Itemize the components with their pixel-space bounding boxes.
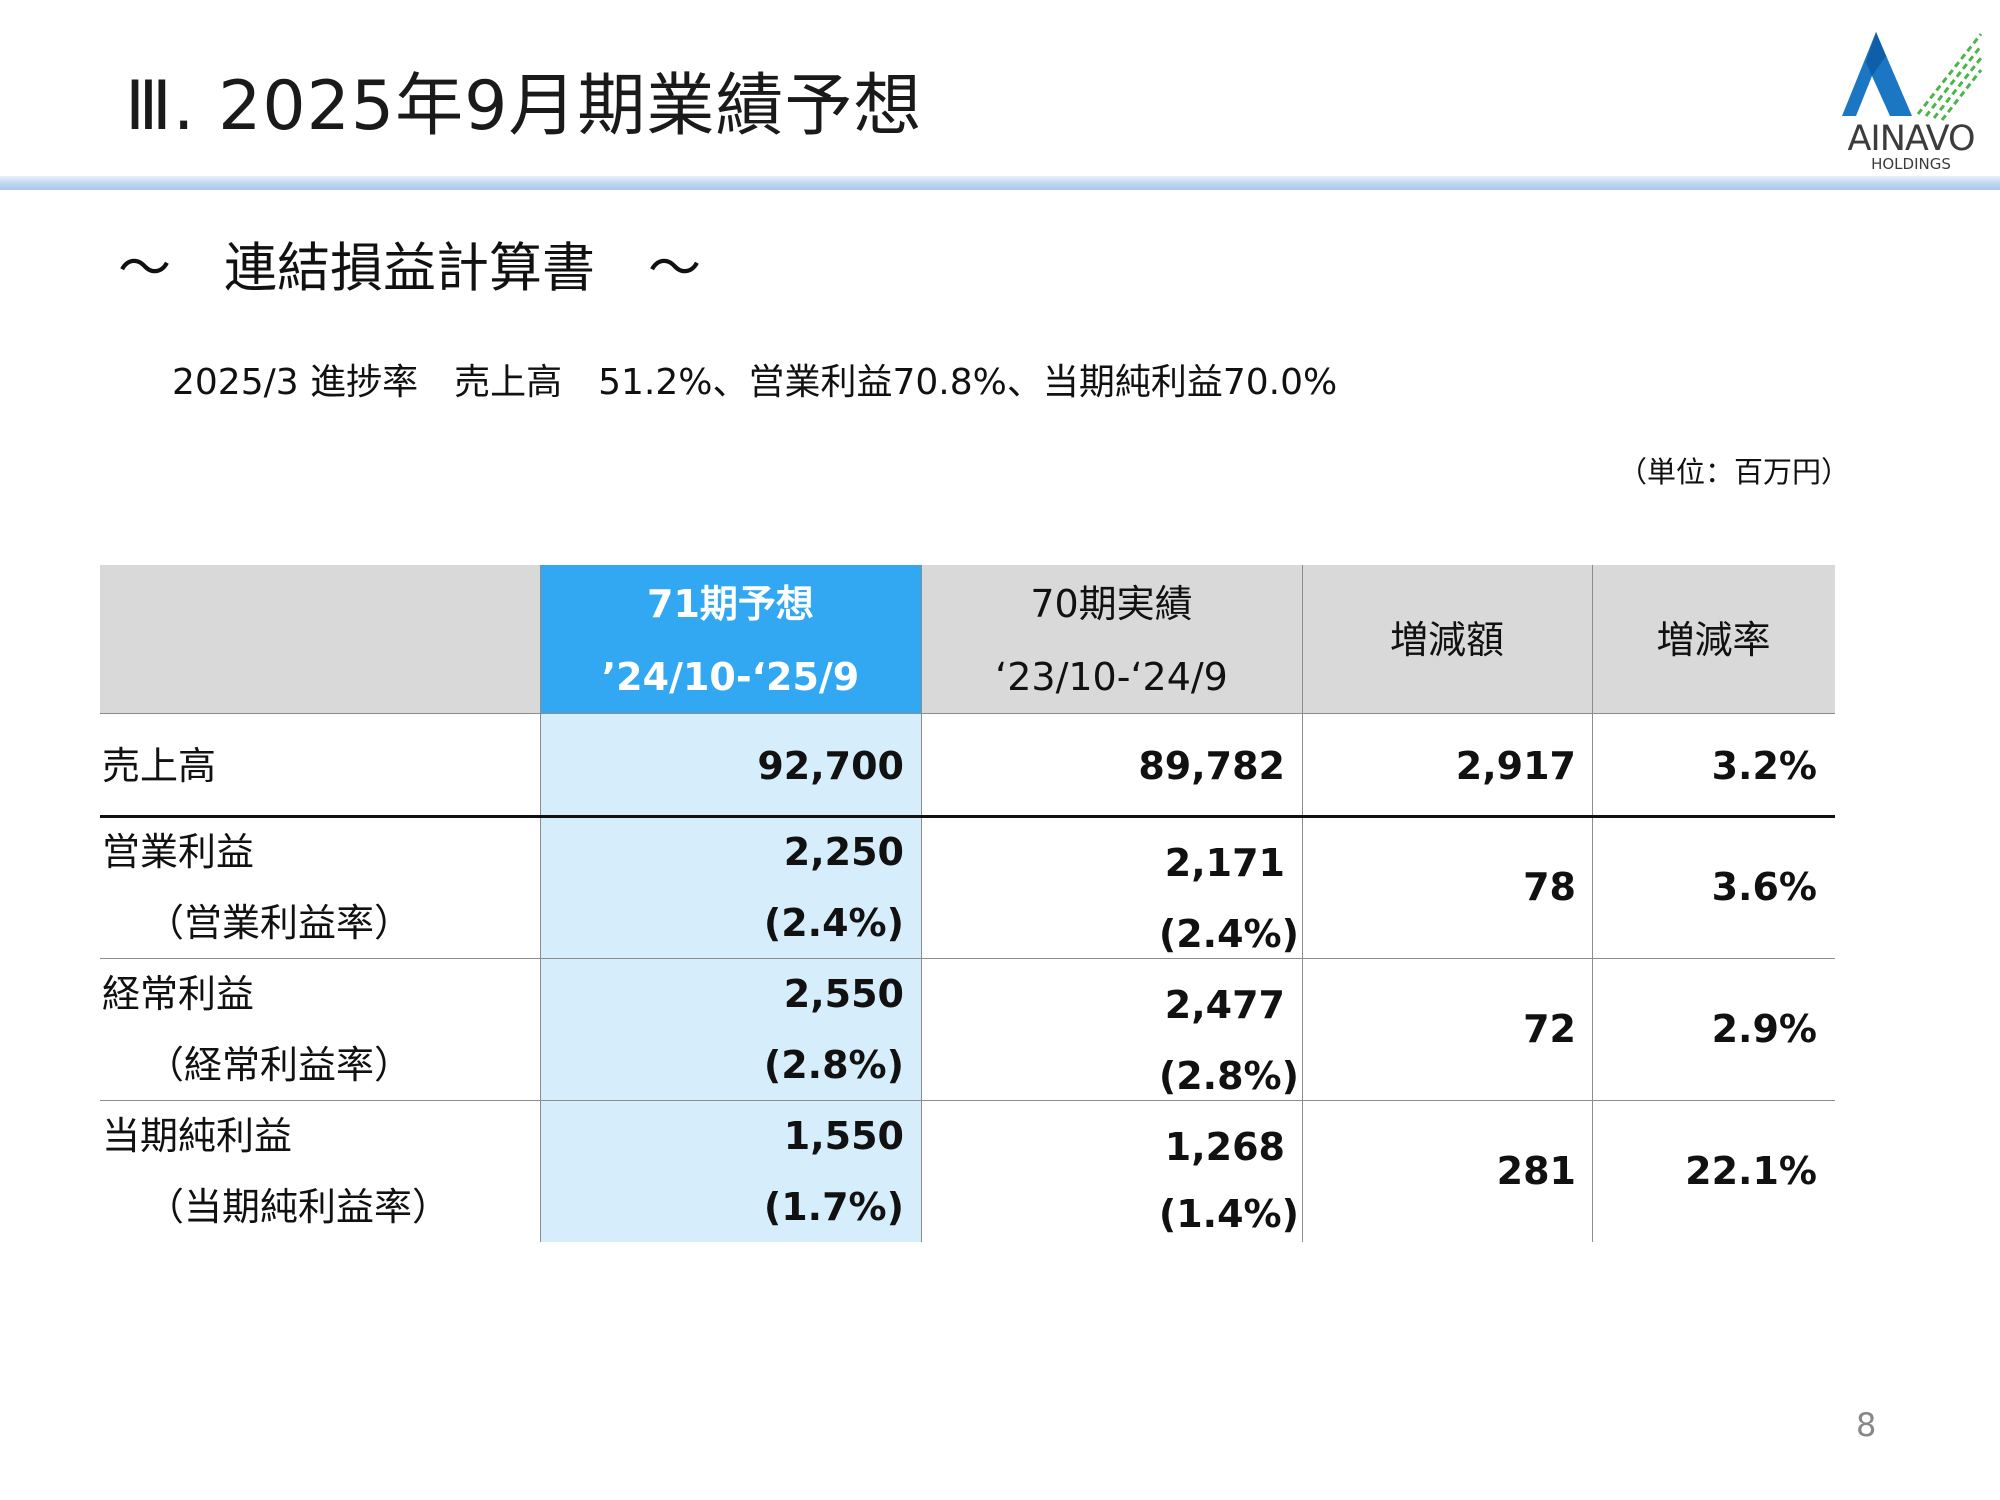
unit-note: （単位：百万円） bbox=[1617, 455, 1850, 489]
col-divider bbox=[1592, 565, 1593, 1242]
forecast-value: 1,550 bbox=[783, 1114, 904, 1158]
actual-ratio: (1.4%) bbox=[1158, 1192, 1299, 1236]
row-sublabel: （経常利益率） bbox=[146, 1043, 413, 1087]
actual-value: 1,268 bbox=[1164, 1125, 1285, 1169]
header-change: 増減額 bbox=[1389, 618, 1504, 662]
income-statement-table: 71期予想 ’24/10-‘25/9 70期実績 ‘23/10-‘24/9 増減… bbox=[100, 565, 1835, 1242]
col-divider bbox=[1302, 565, 1303, 1242]
row-divider bbox=[100, 958, 1835, 959]
actual-value: 89,782 bbox=[1138, 744, 1285, 788]
header-cell-rate bbox=[1592, 565, 1835, 713]
row-divider-bold bbox=[100, 815, 1835, 818]
actual-value: 2,477 bbox=[1164, 983, 1285, 1027]
row-label: 営業利益 bbox=[102, 830, 255, 874]
header-actual-range: ‘23/10-‘24/9 bbox=[995, 655, 1228, 699]
page-number: 8 bbox=[1856, 1406, 1877, 1444]
row-divider bbox=[100, 1100, 1835, 1101]
ainavo-logo-icon bbox=[1842, 32, 1983, 121]
row-label: 売上高 bbox=[102, 744, 217, 788]
row-divider bbox=[100, 713, 1835, 714]
col-divider bbox=[921, 565, 922, 1242]
title-divider bbox=[0, 176, 2000, 190]
row-sublabel: （営業利益率） bbox=[146, 901, 413, 945]
forecast-ratio: (1.7%) bbox=[763, 1185, 904, 1229]
header-actual-period: 70期実績 bbox=[1030, 582, 1193, 626]
section-subtitle: ～ 連結損益計算書 ～ bbox=[118, 238, 701, 299]
row-label: 経常利益 bbox=[102, 972, 255, 1016]
row-label: 当期純利益 bbox=[102, 1114, 293, 1158]
row-sublabel: （当期純利益率） bbox=[146, 1185, 451, 1229]
rate-value: 3.2% bbox=[1711, 744, 1817, 788]
page-title: Ⅲ. 2025年9月期業績予想 bbox=[125, 67, 923, 146]
forecast-value: 2,250 bbox=[783, 830, 904, 874]
rate-value: 3.6% bbox=[1711, 865, 1817, 909]
header-rate: 増減率 bbox=[1656, 618, 1771, 662]
forecast-column-fill bbox=[540, 713, 921, 1242]
rate-value: 22.1% bbox=[1685, 1149, 1817, 1193]
logo-sub-text: HOLDINGS bbox=[1871, 155, 1951, 173]
company-logo: AINAVO HOLDINGS bbox=[1836, 28, 1986, 178]
header-cell-forecast bbox=[540, 565, 921, 713]
change-value: 72 bbox=[1523, 1007, 1576, 1051]
forecast-value: 92,700 bbox=[757, 744, 904, 788]
forecast-ratio: (2.4%) bbox=[763, 901, 904, 945]
change-value: 2,917 bbox=[1455, 744, 1576, 788]
header-cell-change bbox=[1302, 565, 1592, 713]
forecast-ratio: (2.8%) bbox=[763, 1043, 904, 1087]
header-cell-label bbox=[100, 565, 540, 713]
change-value: 281 bbox=[1496, 1149, 1576, 1193]
actual-ratio: (2.4%) bbox=[1158, 912, 1299, 956]
progress-note: 2025/3 進捗率 売上高 51.2%、営業利益70.8%、当期純利益70.0… bbox=[172, 362, 1338, 403]
rate-value: 2.9% bbox=[1711, 1007, 1817, 1051]
col-divider bbox=[540, 565, 541, 1242]
change-value: 78 bbox=[1523, 865, 1576, 909]
forecast-value: 2,550 bbox=[783, 972, 904, 1016]
header-cell-actual bbox=[921, 565, 1302, 713]
header-forecast-period: 71期予想 bbox=[647, 582, 814, 626]
logo-brand-text: AINAVO bbox=[1847, 119, 1975, 159]
actual-value: 2,171 bbox=[1164, 841, 1285, 885]
header-forecast-range: ’24/10-‘25/9 bbox=[601, 655, 860, 699]
actual-ratio: (2.8%) bbox=[1158, 1054, 1299, 1098]
